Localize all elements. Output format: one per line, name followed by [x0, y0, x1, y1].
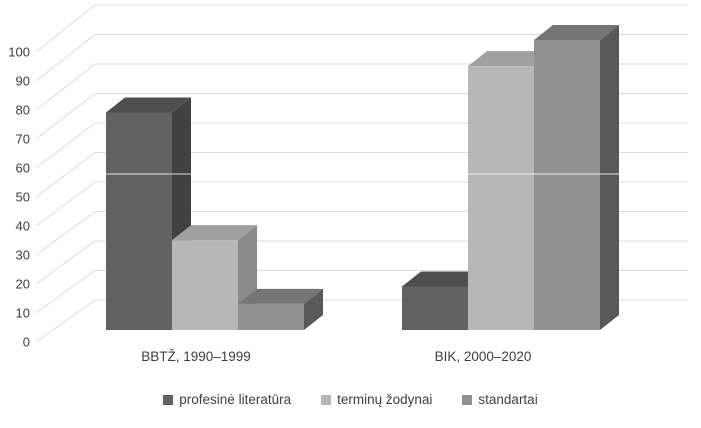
bar-top-c1-s1	[468, 51, 553, 67]
bar-top-c1-s2	[534, 25, 619, 40]
bar-side-c1-s2	[600, 25, 619, 330]
category-label-bbtz: BBTŽ, 1990–1999	[141, 349, 251, 364]
category-label-bik: BIK, 2000–2020	[434, 349, 532, 364]
legend-item-standartai: standartai	[462, 392, 538, 407]
bar-front-c1-s1	[468, 66, 534, 330]
legend-swatch-profesine-literatura	[163, 394, 174, 405]
bar-front-c1-s2	[534, 40, 600, 330]
y-axis-tick-label-60: 60	[16, 161, 30, 176]
bar-top-c0-s2	[238, 288, 323, 304]
y-axis-tick-label-30: 30	[16, 248, 30, 263]
y-axis-tick-label-80: 80	[16, 103, 30, 118]
legend-label-profesine-literatura: profesinė literatūra	[179, 392, 292, 407]
y-axis-tick-label-40: 40	[16, 219, 30, 234]
bar-front-c0-s1	[172, 240, 238, 330]
gridline-90	[35, 34, 688, 82]
y-axis-tick-label-90: 90	[16, 74, 30, 89]
gridline-100	[35, 4, 688, 53]
bar-front-c0-s2	[238, 303, 304, 330]
bar-front-c1-s0	[402, 286, 468, 330]
y-axis-tick-label-70: 70	[16, 132, 30, 147]
y-axis-tick-label-100: 100	[8, 45, 30, 60]
y-axis-tick-label-0: 0	[23, 335, 30, 350]
bar-top-c0-s1	[172, 225, 257, 241]
legend-label-standartai: standartai	[478, 392, 538, 407]
bar-top-c1-s0	[402, 271, 487, 287]
legend-swatch-terminu-zodynai	[321, 394, 332, 405]
y-axis-tick-label-10: 10	[16, 306, 30, 321]
bar-top-c0-s0	[106, 97, 191, 113]
bar-side-c0-s2	[304, 288, 323, 330]
y-axis-tick-label-50: 50	[16, 190, 30, 205]
chart-legend: profesinė literatūra terminų žodynai sta…	[0, 392, 701, 407]
bar-front-c0-s0	[106, 112, 172, 330]
legend-item-profesine-literatura: profesinė literatūra	[163, 392, 291, 407]
y-axis-tick-label-20: 20	[16, 277, 30, 292]
legend-item-terminu-zodynai: terminų žodynai	[321, 392, 432, 407]
legend-label-terminu-zodynai: terminų žodynai	[337, 392, 433, 407]
legend-swatch-standartai	[462, 394, 473, 405]
